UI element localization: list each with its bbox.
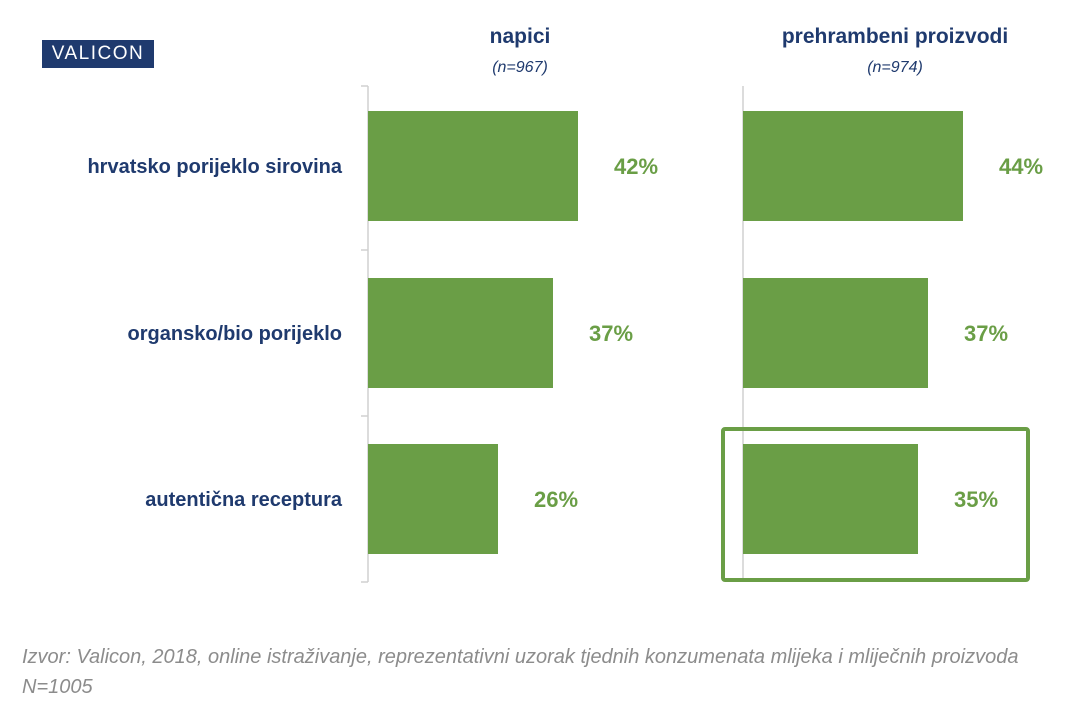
panel-sample-size: (n=967) [492, 59, 548, 76]
data-label: 37% [964, 321, 1008, 346]
data-label: 35% [954, 487, 998, 512]
bar [368, 278, 553, 388]
panel-title: napici [490, 25, 551, 48]
data-label: 37% [589, 321, 633, 346]
bar [368, 111, 578, 221]
bar [743, 444, 918, 554]
bar [368, 444, 498, 554]
source-note: Izvor: Valicon, 2018, online istraživanj… [22, 646, 1019, 698]
data-label: 42% [614, 154, 658, 179]
data-label: 26% [534, 487, 578, 512]
valicon-logo: VALICON [42, 40, 154, 68]
bar [743, 111, 963, 221]
bar [743, 278, 928, 388]
data-label: 44% [999, 154, 1043, 179]
category-label: hrvatsko porijeklo sirovina [87, 156, 342, 178]
category-label: organsko/bio porijeklo [128, 323, 342, 345]
highlight-box [721, 427, 1030, 582]
bar-chart: hrvatsko porijeklo sirovina organsko/bio … [87, 25, 1043, 583]
panel-title: prehrambeni proizvodi [782, 25, 1008, 48]
panel-sample-size: (n=974) [867, 59, 923, 76]
category-label: autentična receptura [145, 489, 343, 511]
